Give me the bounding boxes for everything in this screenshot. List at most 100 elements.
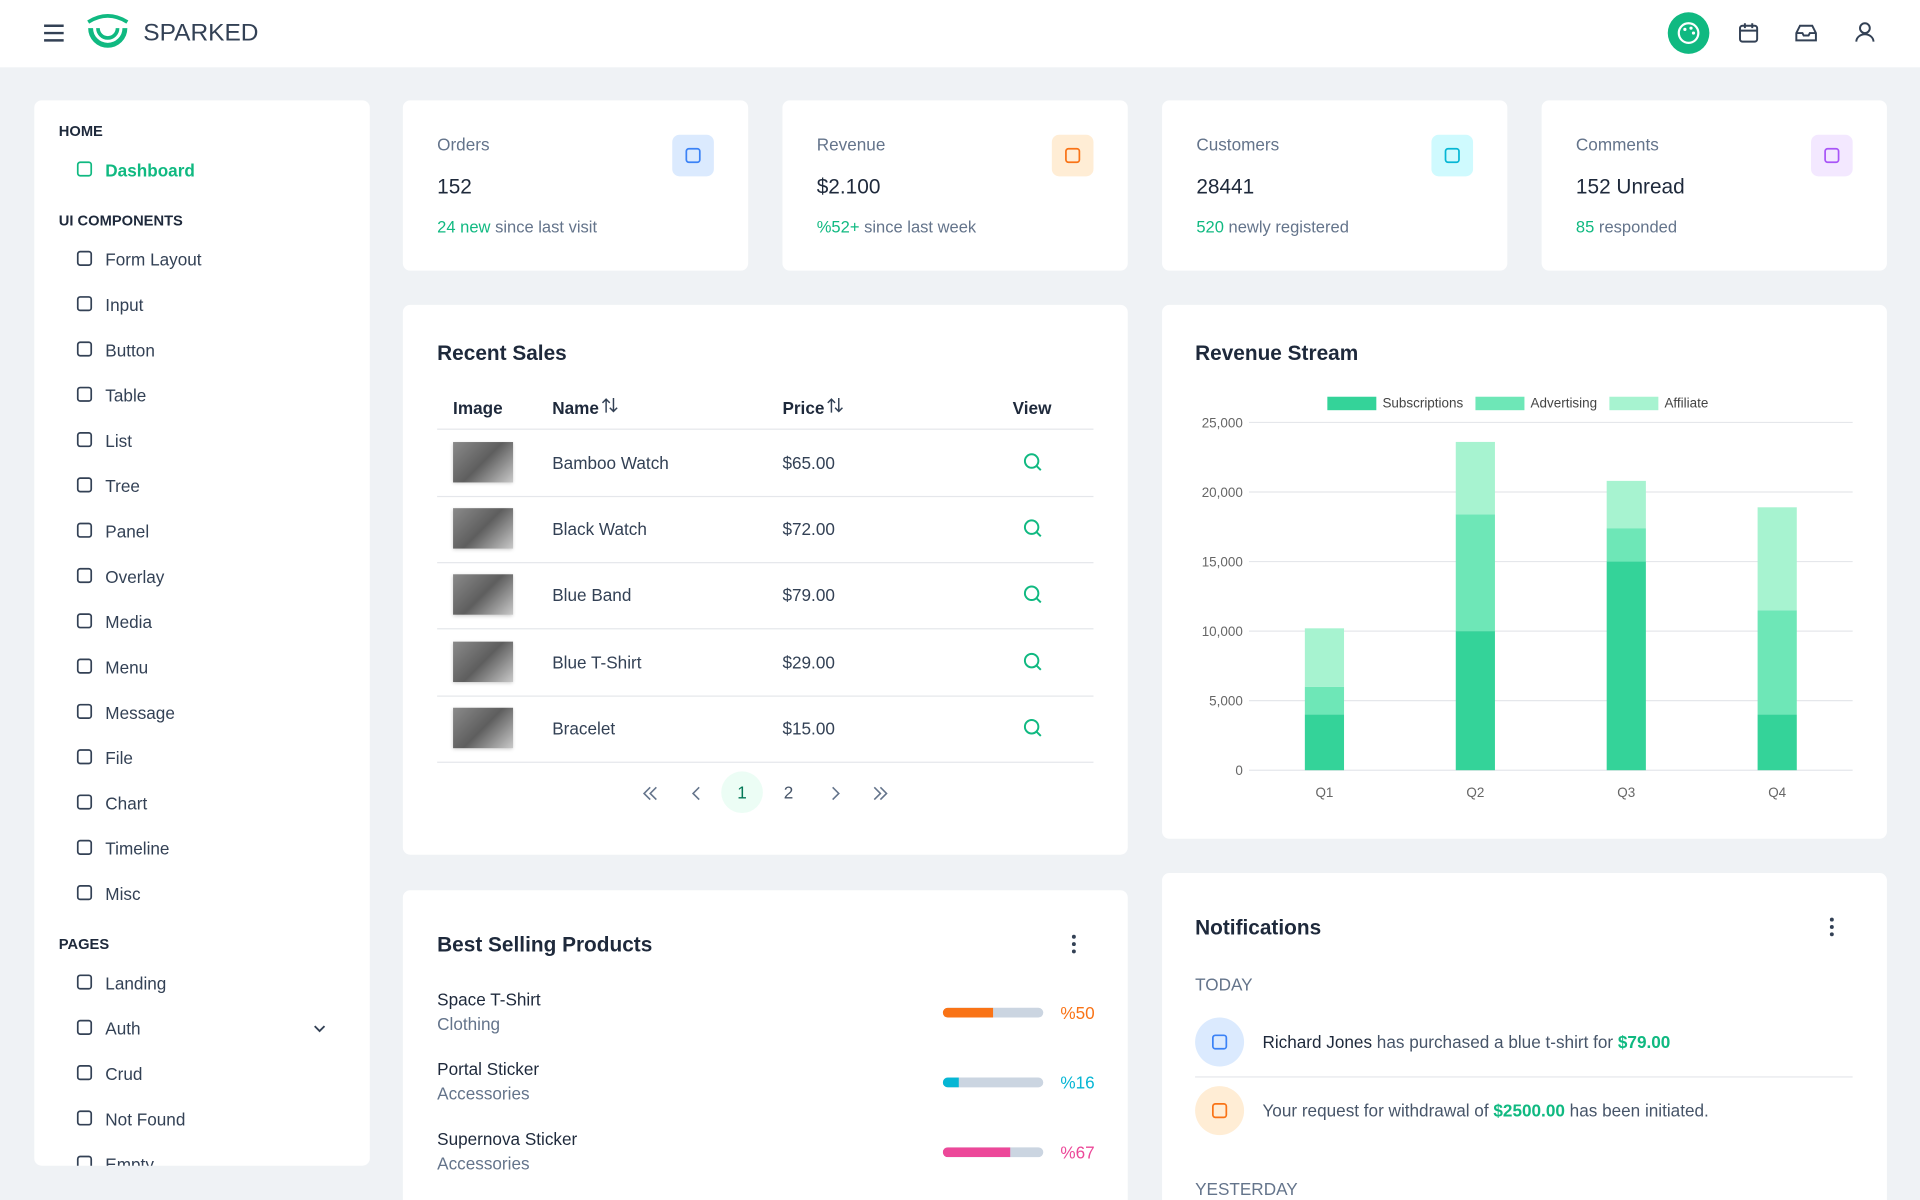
theme-button[interactable] [1667, 12, 1710, 54]
view-button[interactable] [1022, 518, 1044, 540]
stat-highlight: %52+ [816, 217, 860, 237]
page-button[interactable]: 2 [783, 782, 794, 803]
nav-label: Misc [105, 884, 141, 904]
profile-button[interactable] [1853, 20, 1877, 44]
nav-label: Table [105, 385, 147, 406]
icon-shape [76, 522, 93, 538]
icon [76, 522, 93, 538]
page-nav[interactable] [872, 786, 889, 801]
menu-button[interactable] [42, 22, 66, 44]
page-nav[interactable] [688, 786, 705, 801]
icon-shape [76, 703, 93, 720]
stat-value: 28441 [1196, 175, 1255, 199]
stat-icon [1051, 134, 1094, 177]
page-nav[interactable] [827, 786, 844, 801]
legend-label: Subscriptions [1382, 396, 1463, 411]
nav-item[interactable]: Chart [59, 785, 346, 822]
nav-item[interactable]: Dashboard [59, 152, 346, 189]
icon-shape [1824, 147, 1840, 164]
nav-label: Timeline [105, 838, 170, 859]
bar [1606, 528, 1646, 562]
stat-value: 152 [437, 175, 472, 199]
stat-note: 85 responded [1576, 218, 1677, 236]
nav-item[interactable]: Menu [59, 649, 346, 686]
bar [1304, 686, 1345, 715]
icon-shape [76, 477, 93, 493]
chevron [873, 786, 888, 801]
notifications: Notifications TODAY Richard Jones has purc… [1162, 873, 1887, 1200]
nav-item[interactable]: Timeline [59, 830, 346, 867]
icon [76, 1110, 93, 1126]
sort-icon[interactable] [601, 397, 618, 414]
nav-item[interactable]: File [59, 740, 346, 777]
row-rule [437, 495, 1094, 498]
percent-label: %16 [1060, 1072, 1095, 1093]
nav-item[interactable]: Crud [59, 1056, 346, 1093]
view-button[interactable] [1022, 651, 1044, 673]
icon-shape [76, 1110, 93, 1126]
notification-text: Richard Jones has purchased a blue t-shi… [1262, 1032, 1670, 1052]
chart: 0 5,000 10,000 15,000 20,000 25,000 Q1 Q2 Q3 Q4 Su… [1202, 396, 1853, 800]
stat-title: Orders [437, 134, 490, 155]
stat-highlight: 85 [1575, 217, 1595, 237]
nav-item[interactable]: Auth [59, 1010, 346, 1047]
more-button[interactable] [1828, 917, 1835, 937]
view-button[interactable] [1022, 585, 1044, 607]
nav-label: Chart [105, 793, 148, 814]
icon-shape [76, 613, 93, 629]
card-title: Recent Sales [437, 341, 567, 365]
nav-item[interactable]: Landing [59, 965, 346, 1002]
nav-item[interactable]: Not Found [59, 1101, 346, 1138]
icon [76, 432, 93, 448]
nav-item[interactable]: List [59, 422, 346, 459]
nav-item[interactable]: Input [59, 287, 346, 324]
nav-item[interactable]: Panel [59, 513, 346, 550]
bar [1757, 610, 1797, 715]
row-rule [437, 761, 1094, 763]
view-button[interactable] [1022, 452, 1044, 474]
revenue-stream: Revenue Stream 0 5,000 10,000 15,000 20,000 25… [1162, 304, 1887, 839]
inbox-button[interactable] [1794, 21, 1818, 45]
view-button[interactable] [1022, 717, 1044, 739]
page-button[interactable]: 1 [721, 771, 763, 814]
legend-label: Affiliate [1664, 396, 1708, 411]
stat-title: Comments [1575, 134, 1659, 155]
more-button[interactable] [1070, 934, 1077, 954]
icon [1065, 147, 1081, 164]
product-image [453, 574, 514, 616]
icon [76, 1019, 93, 1035]
calendar-button[interactable] [1736, 21, 1760, 45]
section-title: HOME [58, 122, 103, 140]
sort-icon[interactable] [827, 397, 844, 414]
icon [76, 1155, 93, 1166]
x-tick-label: Q1 [1315, 785, 1333, 800]
nav-item[interactable]: Form Layout [59, 241, 346, 278]
text-part: has purchased a blue t-shirt for [1376, 1032, 1614, 1052]
section-title: PAGES [58, 935, 110, 953]
nav-item[interactable]: Overlay [59, 558, 346, 595]
nav-item[interactable]: Message [59, 694, 346, 731]
stat-note-text: responded [1598, 217, 1678, 237]
nav-item[interactable]: Tree [59, 468, 346, 505]
product-price: $72.00 [782, 519, 835, 540]
icon [76, 974, 93, 990]
x-tick-label: Q2 [1466, 785, 1484, 800]
icon [76, 839, 93, 855]
nav-item[interactable]: Table [59, 377, 346, 414]
stat-highlight: 24 new [437, 217, 491, 237]
nav-item[interactable]: Media [59, 604, 346, 641]
icon-shape [76, 658, 93, 674]
icon-shape [76, 749, 93, 765]
stat-card: Revenue $2.100 %52+ since last week [782, 100, 1128, 271]
product-price: $15.00 [782, 718, 835, 739]
nav-item[interactable]: Misc [59, 876, 346, 913]
icon-shape [76, 567, 93, 584]
nav-item[interactable]: Button [59, 332, 346, 369]
stat-value: $2.100 [816, 175, 881, 199]
percent-label: %67 [1060, 1142, 1095, 1163]
product-category: Accessories [437, 1083, 530, 1104]
page-nav[interactable] [642, 786, 659, 801]
product-category: Accessories [437, 1153, 530, 1174]
nav-item[interactable]: Empty [59, 1146, 346, 1166]
